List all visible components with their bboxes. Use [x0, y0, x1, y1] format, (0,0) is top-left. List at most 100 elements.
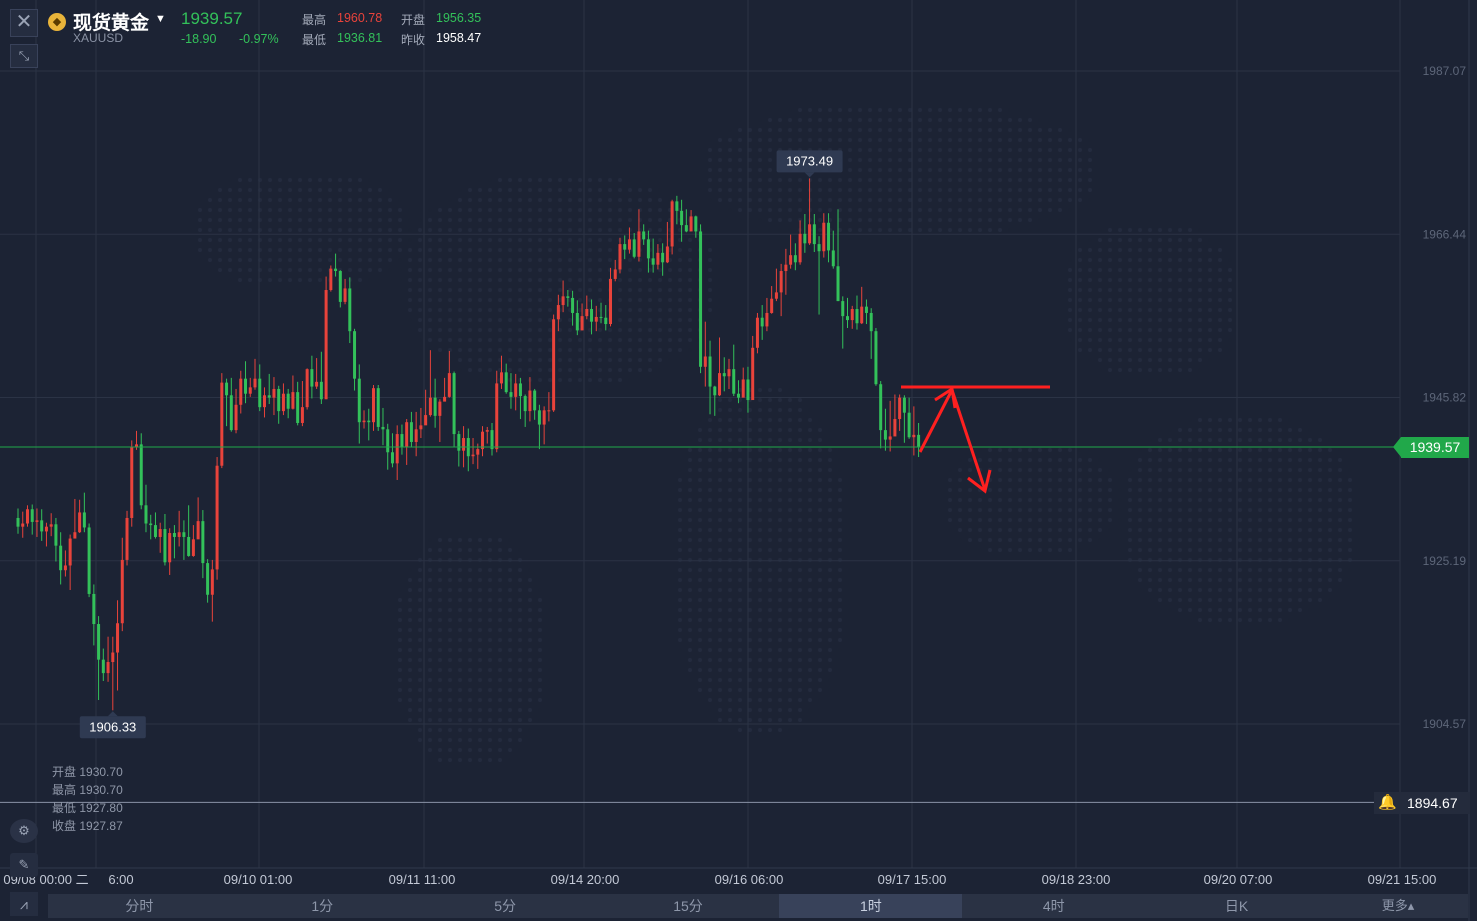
more-button[interactable]: 更多▴: [1381, 898, 1415, 913]
candle-body: [902, 397, 906, 413]
extreme-label-box: [79, 716, 146, 739]
extreme-label: 1973.49: [786, 153, 833, 168]
tab-tick[interactable]: 分时: [125, 898, 154, 914]
ohlc-close-label: 收盘: [52, 819, 77, 833]
y-tick-label: 1904.57: [1423, 717, 1467, 731]
candle-body: [779, 271, 783, 293]
candle-body: [751, 347, 755, 401]
candle-body: [201, 521, 205, 564]
candle-body: [481, 431, 485, 450]
shrink-icon[interactable]: ⤡: [10, 44, 38, 68]
low-value: 1936.81: [337, 31, 383, 45]
candle-body: [827, 222, 831, 251]
bell-icon[interactable]: 🔔: [1378, 794, 1397, 811]
candle-body: [774, 292, 778, 299]
ohlc-low-value: 1927.80: [79, 801, 123, 815]
candle-body: [831, 250, 835, 267]
candle-body: [590, 309, 594, 322]
ohlc-open-value: 1930.70: [79, 765, 123, 779]
candle-body: [253, 378, 257, 388]
candle-body: [172, 533, 176, 537]
candle-body: [680, 210, 684, 226]
tab-1hour[interactable]: 1时: [779, 894, 963, 918]
tab-15min[interactable]: 15分: [673, 898, 703, 914]
prev-close-value: 1958.47: [436, 31, 482, 45]
candle-body: [196, 521, 200, 540]
x-tick-label: 09/18 23:00: [1042, 872, 1111, 887]
candle-body: [272, 388, 276, 398]
candle-body: [485, 430, 489, 432]
world-map-background: [198, 108, 1352, 762]
candle-body: [424, 415, 428, 426]
candle-body: [405, 422, 409, 447]
candle-body: [604, 317, 608, 325]
tab-daily[interactable]: 日K: [1224, 898, 1249, 914]
candle-body: [879, 384, 883, 431]
line-chart-icon[interactable]: ⩘: [10, 892, 38, 916]
ohlc-close: 收盘 1927.87: [52, 817, 123, 834]
candle-body: [727, 369, 731, 377]
candle-body: [324, 290, 328, 400]
ohlc-low-label: 最低: [52, 801, 77, 815]
candle-body: [452, 373, 456, 435]
candle-body: [414, 429, 418, 442]
candle-body: [49, 524, 53, 527]
candle-body: [907, 412, 911, 438]
candle-body: [44, 526, 48, 532]
candle-body: [504, 372, 508, 393]
candle-body: [144, 505, 148, 524]
tab-1min[interactable]: 1分: [311, 898, 334, 914]
candle-body: [718, 373, 722, 396]
pencil-icon[interactable]: ✎: [10, 853, 38, 877]
candle-body: [386, 429, 390, 453]
candle-body: [722, 373, 726, 377]
candle-body: [689, 216, 693, 232]
candle-body: [599, 316, 603, 318]
candle-body: [300, 407, 304, 423]
candle-body: [874, 331, 878, 385]
candle-body: [518, 383, 522, 397]
candle-body: [580, 316, 584, 331]
candle-body: [627, 239, 631, 250]
up-arrowhead: [934, 386, 957, 409]
drawn-annotation[interactable]: [901, 385, 1050, 494]
candle-body: [883, 430, 887, 440]
candle-body: [73, 532, 77, 539]
candle-body: [267, 395, 271, 398]
chevron-down-icon[interactable]: ▼: [155, 13, 166, 25]
candle-body: [632, 239, 636, 257]
tab-5min[interactable]: 5分: [494, 898, 517, 914]
symbol-name[interactable]: 现货黄金: [73, 13, 150, 34]
gold-coin-icon: ◆: [48, 13, 66, 31]
candle-body: [765, 312, 769, 327]
indicator-icon[interactable]: ⚙: [10, 819, 38, 843]
candle-body: [54, 524, 58, 546]
candle-body: [362, 420, 366, 423]
candle-body: [438, 401, 442, 416]
candle-body: [310, 369, 314, 387]
candle-body: [25, 509, 29, 524]
candle-body: [220, 382, 224, 466]
candle-body: [106, 662, 110, 674]
ohlc-high-value: 1930.70: [79, 783, 123, 797]
up-arrow-line: [918, 389, 954, 453]
price-change-percent: -0.97%: [239, 32, 279, 46]
candle-body: [409, 422, 413, 442]
candle-body: [755, 317, 759, 348]
tab-4hour[interactable]: 4时: [1042, 898, 1065, 914]
candle-body: [575, 312, 579, 331]
close-icon[interactable]: ✕: [10, 9, 38, 37]
y-tick-label: 1966.44: [1423, 227, 1467, 241]
y-axis: 1987.07 1966.44 1945.82 1925.19 1904.57: [1423, 64, 1467, 731]
candle-body: [665, 246, 669, 263]
down-arrowhead: [967, 469, 992, 494]
y-tick-label: 1925.19: [1423, 554, 1467, 568]
candle-body: [864, 306, 868, 313]
current-price: 1939.57: [181, 9, 243, 28]
candle-body: [229, 395, 233, 431]
candle-body: [898, 397, 902, 420]
candle-body: [912, 434, 916, 438]
candle-body: [353, 331, 357, 379]
candle-body: [277, 388, 281, 412]
